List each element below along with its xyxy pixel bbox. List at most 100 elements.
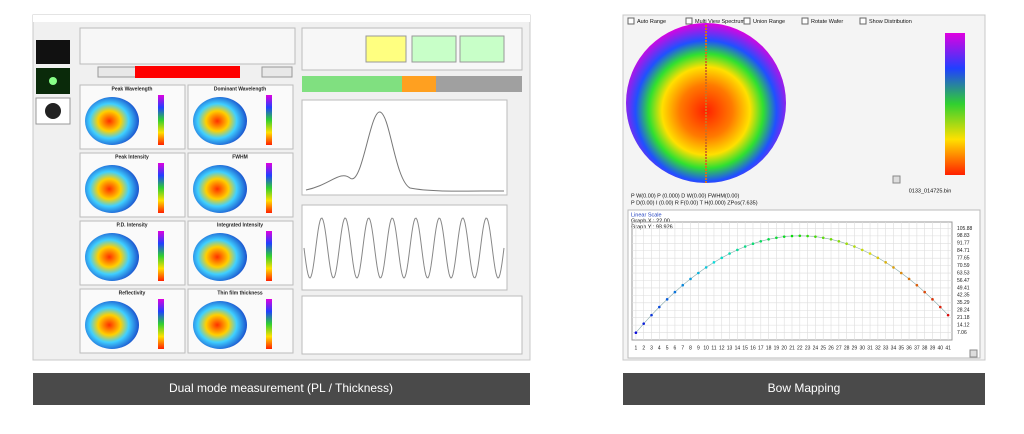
- status-box: [411, 35, 457, 63]
- y-tick-label: 77.65: [957, 256, 970, 262]
- bow-point: [673, 290, 677, 294]
- mini-color-bar: [266, 95, 272, 145]
- status-line: P D(0.00) I (0.00) R F(0.00) T H(0.000) …: [631, 200, 758, 206]
- button[interactable]: [97, 66, 139, 78]
- bow-point: [899, 271, 903, 275]
- bow-point: [775, 236, 778, 240]
- x-tick-label: 17: [758, 345, 764, 351]
- x-tick-label: 14: [735, 345, 741, 351]
- mini-color-bar: [266, 231, 272, 281]
- checkbox[interactable]: [801, 17, 809, 25]
- y-tick-label: 35.29: [957, 300, 970, 306]
- bow-point: [704, 266, 708, 269]
- mini-wafer: [85, 301, 139, 349]
- bow-point: [689, 277, 692, 281]
- readout: Graph X : 22.00: [631, 218, 670, 224]
- bow-point: [853, 245, 856, 248]
- bow-point: [821, 236, 825, 240]
- y-tick-label: 28.24: [957, 308, 970, 314]
- y-tick-label: 56.47: [957, 278, 970, 284]
- mini-color-bar: [158, 299, 164, 349]
- x-tick-label: 22: [797, 345, 803, 351]
- checkbox-label: Show Distribution: [869, 19, 912, 25]
- bow-panel: [627, 209, 981, 359]
- bow-point: [751, 242, 755, 246]
- progress-step: [302, 76, 402, 92]
- checkbox[interactable]: [743, 17, 751, 25]
- checkbox[interactable]: [685, 17, 693, 25]
- x-tick-label: 35: [898, 345, 904, 351]
- x-tick-label: 12: [719, 345, 725, 351]
- x-tick-label: 26: [828, 345, 834, 351]
- bow-point: [923, 290, 926, 294]
- x-tick-label: 37: [914, 345, 920, 351]
- bow-point: [790, 234, 794, 238]
- bow-point: [884, 261, 887, 264]
- y-tick-label: 98.83: [957, 233, 970, 239]
- y-tick-label: 84.71: [957, 248, 970, 254]
- map-title: FWHM: [232, 154, 248, 160]
- menu-bar: [33, 15, 530, 22]
- icon: [49, 77, 57, 85]
- caption: Dual mode measurement (PL / Thickness): [169, 381, 393, 395]
- button[interactable]: [892, 175, 901, 184]
- mini-color-bar: [158, 231, 164, 281]
- x-tick-label: 33: [883, 345, 889, 351]
- x-tick-label: 2: [642, 345, 645, 351]
- bow-point: [634, 331, 638, 335]
- caption-bar: [623, 373, 985, 405]
- mini-wafer: [193, 301, 247, 349]
- x-tick-label: 9: [697, 345, 700, 351]
- x-tick-label: 15: [742, 345, 748, 351]
- bow-point: [720, 256, 724, 260]
- bow-point: [938, 305, 942, 309]
- x-tick-label: 20: [781, 345, 787, 351]
- x-tick-label: 18: [766, 345, 772, 351]
- y-tick-label: 14.12: [957, 322, 970, 328]
- caption: Bow Mapping: [768, 381, 841, 395]
- button[interactable]: [261, 66, 293, 78]
- x-tick-label: 31: [867, 345, 873, 351]
- map-title: Thin film thickness: [217, 290, 263, 296]
- checkbox[interactable]: [859, 17, 867, 25]
- button[interactable]: [969, 349, 978, 358]
- x-tick-label: 1: [635, 345, 638, 351]
- mini-wafer: [193, 165, 247, 213]
- mini-wafer: [193, 97, 247, 145]
- status-line: P W(0.00) P (0.000) D W(0.00) FWHM(0.00): [631, 193, 739, 199]
- bow-point: [931, 298, 934, 301]
- map-title: Integrated Intensity: [217, 222, 263, 228]
- mini-wafer: [85, 165, 139, 213]
- x-tick-label: 27: [836, 345, 842, 351]
- checkbox-label: Rotate Wafer: [811, 19, 843, 25]
- bow-point: [798, 234, 802, 238]
- y-tick-label: 63.53: [957, 270, 970, 276]
- file-name: 0133_014725.bin: [909, 188, 952, 194]
- readout: Graph Y : 98.926: [631, 224, 673, 230]
- bow-point: [806, 234, 809, 238]
- chart-title: Linear Scale: [631, 212, 662, 218]
- mini-wafer: [193, 233, 247, 281]
- icon: [36, 40, 70, 64]
- progress-step: [436, 76, 522, 92]
- x-tick-label: 30: [859, 345, 865, 351]
- x-tick-label: 39: [930, 345, 936, 351]
- spectrum-chart: [301, 99, 508, 196]
- x-tick-label: 36: [906, 345, 912, 351]
- checkbox[interactable]: [627, 17, 635, 25]
- bow-point: [736, 248, 739, 252]
- bow-point: [743, 245, 747, 248]
- bow-point: [697, 271, 700, 275]
- bow-point: [728, 252, 731, 255]
- status-box: [459, 35, 505, 63]
- wave-curve: [303, 217, 505, 279]
- bow-point: [892, 266, 895, 269]
- map-title: Peak Intensity: [115, 154, 149, 160]
- bow-point: [837, 239, 841, 243]
- y-tick-label: 70.59: [957, 263, 970, 269]
- mini-wafer: [85, 97, 139, 145]
- x-tick-label: 4: [658, 345, 661, 351]
- x-tick-label: 29: [852, 345, 858, 351]
- checkbox-label: Auto Range: [637, 19, 666, 25]
